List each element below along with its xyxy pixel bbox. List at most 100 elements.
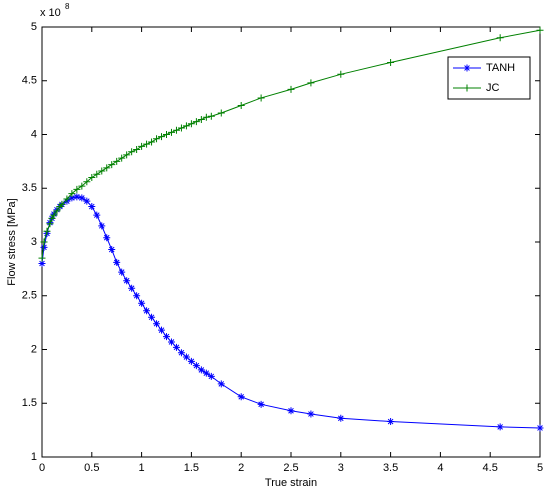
marker: [83, 197, 91, 205]
marker: [148, 138, 156, 146]
marker: [257, 94, 265, 102]
y-tick-label: 3: [31, 236, 37, 248]
marker: [197, 115, 205, 123]
legend-marker: [463, 64, 471, 72]
marker: [287, 85, 295, 93]
marker: [237, 101, 245, 109]
marker: [536, 424, 544, 432]
marker: [217, 109, 225, 117]
y-tick-label: 4: [31, 128, 37, 140]
y-tick-label: 5: [31, 21, 37, 33]
x-tick-label: 1: [139, 462, 145, 474]
marker: [197, 366, 205, 374]
legend-box: [447, 56, 531, 100]
y-exponent-base: x 10: [40, 7, 61, 19]
marker: [68, 190, 76, 198]
marker: [88, 174, 96, 181]
y-tick-label: 3.5: [22, 182, 37, 194]
marker: [177, 349, 185, 357]
marker: [43, 227, 51, 235]
marker: [73, 193, 81, 201]
marker: [128, 284, 136, 292]
legend-label: JC: [486, 82, 500, 94]
marker: [63, 195, 71, 203]
marker: [123, 151, 131, 159]
marker: [163, 333, 170, 341]
marker: [138, 299, 146, 307]
marker: [53, 207, 61, 215]
marker: [40, 238, 48, 246]
marker: [103, 234, 111, 242]
marker: [113, 258, 121, 266]
marker: [202, 113, 210, 121]
marker: [123, 277, 131, 285]
marker: [138, 142, 146, 150]
x-tick-label: 3.5: [383, 462, 398, 474]
x-tick-label: 4.5: [483, 462, 498, 474]
marker: [237, 393, 245, 401]
marker: [307, 410, 315, 418]
marker: [78, 194, 86, 202]
marker: [158, 133, 166, 141]
x-tick-label: 2.5: [283, 462, 298, 474]
marker: [387, 418, 395, 426]
marker: [182, 353, 190, 361]
marker: [172, 126, 180, 134]
x-tick-label: 3: [338, 462, 344, 474]
marker: [257, 400, 265, 408]
x-tick-label: 4: [437, 462, 443, 474]
marker: [143, 140, 151, 148]
marker: [83, 178, 91, 186]
marker: [73, 185, 81, 193]
marker: [108, 246, 116, 254]
marker: [177, 124, 185, 132]
marker: [217, 380, 225, 388]
y-tick-label: 1: [31, 451, 37, 463]
marker: [187, 357, 195, 365]
marker: [118, 154, 126, 162]
marker: [496, 34, 504, 42]
marker: [153, 320, 161, 328]
marker: [93, 211, 101, 219]
marker: [38, 260, 46, 267]
x-tick-label: 0: [39, 462, 45, 474]
x-tick-label: 0.5: [84, 462, 99, 474]
marker: [46, 220, 54, 228]
marker: [158, 326, 166, 334]
x-tick-label: 5: [537, 462, 543, 474]
marker: [143, 307, 151, 315]
marker: [167, 128, 175, 136]
y-tick-label: 2: [31, 343, 37, 355]
marker: [133, 292, 141, 300]
marker: [93, 170, 101, 178]
marker: [207, 372, 215, 380]
y-tick-label: 1.5: [22, 397, 37, 409]
marker: [387, 58, 395, 66]
marker: [98, 167, 106, 175]
marker: [496, 423, 504, 431]
x-tick-label: 2: [238, 462, 244, 474]
y-exponent: 8: [65, 2, 70, 11]
marker: [202, 369, 210, 377]
marker: [78, 182, 86, 190]
y-axis-label: Flow stress [MPa]: [6, 198, 18, 285]
marker: [40, 243, 48, 251]
marker: [163, 131, 170, 138]
marker: [307, 79, 315, 87]
marker: [287, 407, 295, 415]
marker: [192, 362, 200, 370]
y-tick-label: 2.5: [22, 290, 37, 302]
marker: [128, 148, 136, 156]
marker: [153, 135, 161, 143]
marker: [98, 222, 106, 230]
marker: [38, 254, 46, 262]
marker: [113, 157, 121, 165]
marker: [536, 26, 544, 34]
marker: [103, 164, 111, 172]
legend-label: TANH: [486, 62, 515, 74]
x-axis-label: True strain: [265, 477, 317, 489]
marker: [182, 122, 190, 130]
x-tick-label: 1.5: [184, 462, 199, 474]
marker: [108, 161, 116, 169]
